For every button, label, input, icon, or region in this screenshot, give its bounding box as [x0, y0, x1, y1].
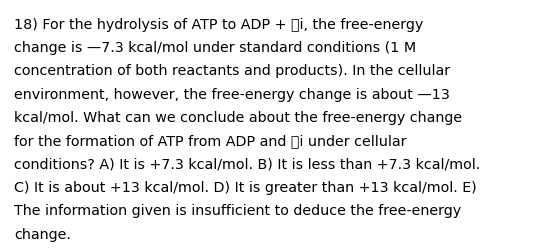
Text: kcal/mol. What can we conclude about the free-energy change: kcal/mol. What can we conclude about the…: [14, 110, 462, 124]
Text: environment, however, the free-energy change is about —13: environment, however, the free-energy ch…: [14, 87, 450, 101]
Text: change.: change.: [14, 227, 71, 241]
Text: C) It is about +13 kcal/mol. D) It is greater than +13 kcal/mol. E): C) It is about +13 kcal/mol. D) It is gr…: [14, 180, 477, 194]
Text: 18) For the hydrolysis of ATP to ADP + Ⓟi, the free-energy: 18) For the hydrolysis of ATP to ADP + Ⓟ…: [14, 18, 423, 32]
Text: for the formation of ATP from ADP and Ⓟi under cellular: for the formation of ATP from ADP and Ⓟi…: [14, 134, 406, 148]
Text: conditions? A) It is +7.3 kcal/mol. B) It is less than +7.3 kcal/mol.: conditions? A) It is +7.3 kcal/mol. B) I…: [14, 157, 480, 171]
Text: concentration of both reactants and products). In the cellular: concentration of both reactants and prod…: [14, 64, 450, 78]
Text: The information given is insufficient to deduce the free-energy: The information given is insufficient to…: [14, 204, 461, 218]
Text: change is —7.3 kcal/mol under standard conditions (1 M: change is —7.3 kcal/mol under standard c…: [14, 41, 416, 55]
